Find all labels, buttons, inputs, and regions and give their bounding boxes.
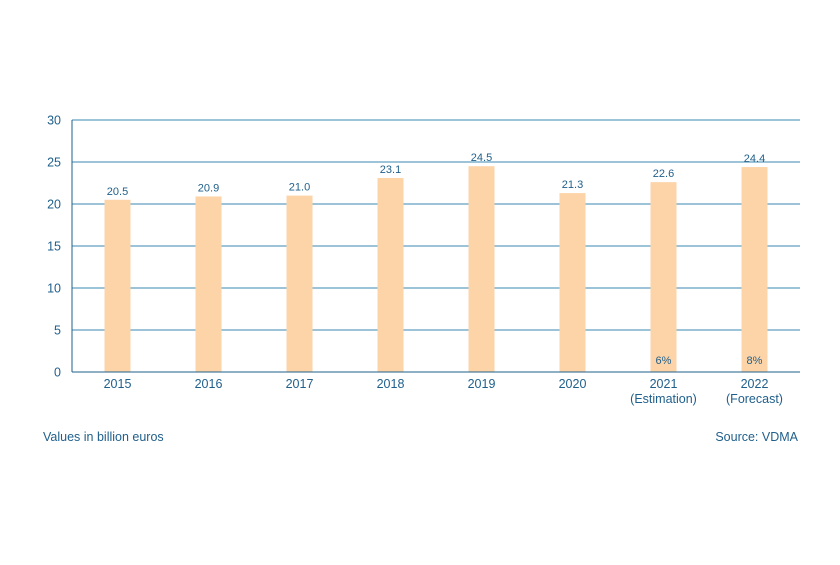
y-tick-label: 25 (47, 156, 61, 170)
data-label: 23.1 (380, 164, 401, 176)
x-tick-sublabel: (Estimation) (630, 392, 697, 406)
units-note: Values in billion euros (43, 430, 164, 444)
growth-annotation: 8% (747, 355, 763, 367)
x-tick-label: 2016 (195, 377, 223, 391)
y-tick-label: 20 (47, 198, 61, 212)
data-label: 21.3 (562, 179, 583, 191)
x-tick-label: 2022 (741, 377, 769, 391)
data-label: 20.5 (107, 186, 128, 198)
bar (468, 166, 495, 372)
y-tick-label: 5 (54, 324, 61, 338)
x-tick-label: 2021 (650, 377, 678, 391)
data-label: 22.6 (653, 168, 674, 180)
bar (286, 195, 313, 372)
y-tick-label: 15 (47, 240, 61, 254)
bar (559, 193, 586, 372)
y-tick-label: 30 (47, 114, 61, 128)
x-tick-label: 2020 (559, 377, 587, 391)
bar (195, 196, 222, 372)
bar (377, 177, 404, 372)
data-label: 24.5 (471, 152, 492, 164)
growth-annotation: 6% (656, 355, 672, 367)
y-tick-label: 10 (47, 282, 61, 296)
x-tick-label: 2018 (377, 377, 405, 391)
data-label: 21.0 (289, 182, 310, 194)
bar (650, 182, 677, 372)
bar (741, 167, 768, 372)
x-tick-sublabel: (Forecast) (726, 392, 783, 406)
x-tick-label: 2015 (104, 377, 132, 391)
source-note: Source: VDMA (715, 430, 798, 444)
x-tick-label: 2019 (468, 377, 496, 391)
data-label: 24.4 (744, 153, 765, 165)
x-tick-label: 2017 (286, 377, 314, 391)
y-tick-label: 0 (54, 366, 61, 380)
data-label: 20.9 (198, 182, 219, 194)
bar (104, 199, 131, 372)
